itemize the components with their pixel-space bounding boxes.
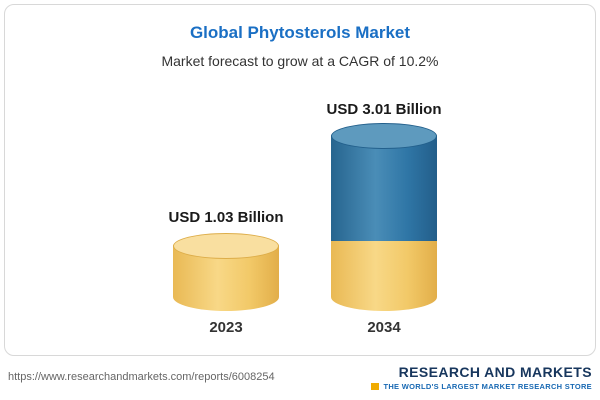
bar-2023-top-ellipse: [173, 233, 279, 259]
research-and-markets-logo: RESEARCH AND MARKETS THE WORLD'S LARGEST…: [371, 364, 592, 391]
source-url-link[interactable]: https://www.researchandmarkets.com/repor…: [8, 371, 275, 383]
value-label-2034: USD 3.01 Billion: [326, 101, 442, 118]
logo-tagline: THE WORLD'S LARGEST MARKET RESEARCH STOR…: [383, 381, 592, 391]
bar-2034: [331, 123, 437, 311]
bar-2034-growth-segment: [331, 136, 437, 241]
logo-tagline-row: THE WORLD'S LARGEST MARKET RESEARCH STOR…: [371, 382, 592, 391]
footer: https://www.researchandmarkets.com/repor…: [0, 358, 600, 400]
x-axis-label-2023: 2023: [209, 319, 243, 336]
value-label-2023: USD 1.03 Billion: [168, 209, 284, 226]
chart-title: Global Phytosterols Market: [189, 23, 411, 42]
chart-subtitle: Market forecast to grow at a CAGR of 10.…: [161, 53, 439, 69]
chart-card: Global Phytosterols Market Market foreca…: [4, 4, 596, 356]
bar-2023: [173, 233, 279, 311]
bar-2034-top-ellipse: [331, 123, 437, 149]
logo-gold-accent-icon: [371, 382, 380, 390]
logo-name: RESEARCH AND MARKETS: [398, 363, 592, 380]
bar-2034-base-segment: [331, 241, 437, 311]
x-axis-label-2034: 2034: [367, 319, 401, 336]
